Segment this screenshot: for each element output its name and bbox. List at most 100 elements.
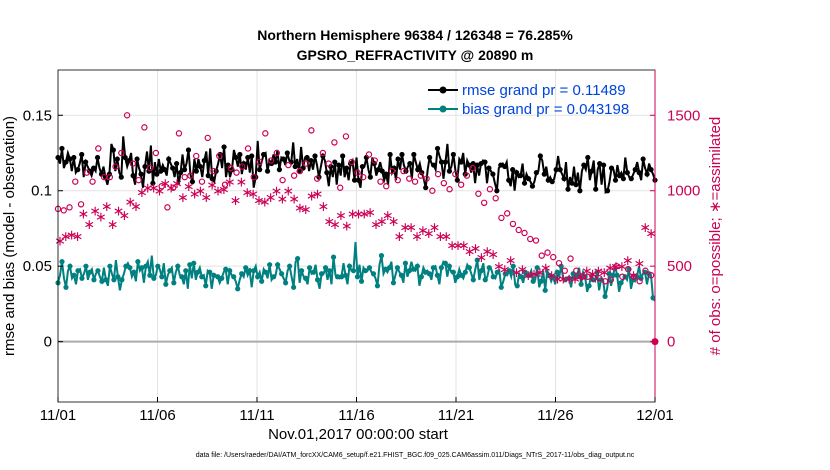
data-point	[561, 176, 567, 182]
data-point	[440, 179, 448, 187]
data-point: ∗	[54, 234, 66, 250]
data-point	[391, 165, 397, 171]
data-point	[63, 284, 69, 290]
chart-title: Northern Hemisphere 96384 / 126348 = 76.…	[257, 27, 573, 43]
data-point	[594, 269, 600, 275]
data-point: ∗	[259, 194, 271, 210]
data-point	[91, 277, 97, 283]
data-point: ∗	[382, 208, 394, 224]
data-point	[503, 210, 511, 217]
data-point: ∗	[329, 217, 341, 233]
data-point	[550, 253, 557, 261]
data-point	[498, 162, 504, 168]
x-tick-label: 11/01	[40, 407, 76, 424]
data-point	[219, 275, 225, 281]
data-point: ∗	[552, 271, 564, 287]
data-point	[187, 172, 194, 179]
data-point: ∗	[335, 208, 347, 224]
data-point	[604, 188, 611, 194]
data-point	[628, 176, 634, 182]
data-point	[553, 167, 559, 173]
data-point	[151, 275, 157, 281]
data-point: ∗	[323, 214, 335, 230]
data-point	[521, 180, 528, 186]
data-point: ∗	[118, 208, 130, 224]
data-point	[150, 180, 156, 186]
data-point: ∗	[616, 259, 628, 275]
data-point	[344, 165, 350, 171]
data-point	[95, 268, 101, 274]
data-point	[312, 153, 318, 159]
data-point	[130, 173, 136, 179]
data-point	[143, 263, 149, 269]
data-point	[129, 160, 137, 167]
data-point	[566, 275, 572, 281]
data-point	[383, 182, 390, 190]
data-point	[203, 283, 209, 289]
data-point	[530, 278, 536, 284]
data-point	[418, 274, 424, 280]
data-point	[411, 178, 419, 185]
data-point	[227, 268, 233, 274]
data-point	[478, 160, 484, 167]
legend-swatch-marker	[439, 86, 447, 94]
data-point: ∗	[581, 264, 593, 280]
data-point: ∗	[306, 188, 318, 204]
data-point: ∗	[511, 265, 523, 281]
data-point: ∗	[499, 262, 511, 278]
data-point	[613, 262, 620, 270]
data-point	[569, 180, 575, 186]
data-point	[119, 277, 125, 283]
data-point	[390, 280, 397, 286]
data-point	[478, 268, 484, 274]
data-point: ∗	[212, 184, 224, 200]
data-point	[326, 268, 333, 274]
data-point	[162, 167, 168, 173]
x-tick-label: 11/21	[438, 407, 474, 424]
data-point: ∗	[440, 229, 452, 245]
data-point	[181, 167, 188, 173]
data-point	[292, 163, 298, 170]
data-point: ∗	[610, 259, 622, 275]
data-point	[205, 173, 211, 179]
data-point	[346, 263, 353, 269]
data-point	[273, 149, 281, 157]
data-point: ∗	[294, 200, 306, 216]
data-point	[584, 273, 592, 280]
data-point	[170, 165, 176, 171]
data-point	[351, 177, 358, 183]
data-point	[169, 184, 177, 191]
data-point: ∗	[312, 187, 324, 203]
data-point	[618, 280, 624, 286]
data-point: ∗	[364, 205, 376, 221]
data-point: ∗	[347, 206, 359, 222]
data-point	[174, 160, 180, 167]
data-point	[537, 153, 543, 159]
data-point	[529, 183, 536, 189]
data-point	[60, 207, 67, 214]
chart-subtitle: GPSRO_REFRACTIVITY @ 20890 m	[296, 47, 534, 63]
data-point	[107, 263, 113, 269]
data-point: ∗	[177, 190, 189, 206]
data-point	[557, 167, 563, 173]
data-point	[185, 147, 192, 153]
data-point	[415, 167, 421, 173]
data-point	[142, 163, 148, 170]
data-point	[239, 163, 246, 170]
data-point	[158, 168, 164, 174]
data-point	[514, 170, 520, 176]
data-point	[249, 153, 255, 159]
data-point: ∗	[569, 271, 581, 287]
data-point	[521, 229, 528, 237]
legend-label: rmse grand pr = 0.11489	[462, 82, 626, 99]
data-point	[422, 269, 428, 275]
data-point: ∗	[95, 209, 107, 225]
data-point	[490, 171, 496, 177]
data-point	[514, 283, 520, 289]
data-point	[482, 277, 488, 283]
data-point	[313, 175, 321, 182]
data-point	[365, 151, 373, 158]
data-point	[565, 186, 571, 192]
data-point	[558, 263, 564, 269]
data-point	[494, 188, 500, 194]
